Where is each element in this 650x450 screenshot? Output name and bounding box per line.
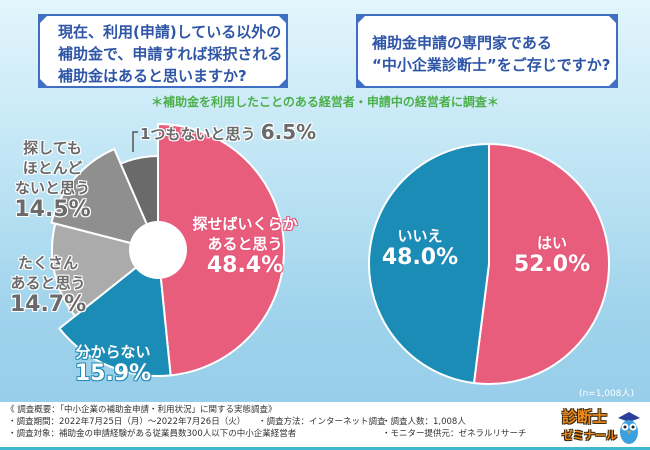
- pie-slice: [157, 122, 285, 377]
- corner-decoration: [278, 15, 287, 24]
- pie-charts: [50, 122, 610, 385]
- slice-label: たくさん: [17, 254, 78, 272]
- slice-label: 分からない: [75, 343, 151, 361]
- corner-decoration: [278, 78, 287, 87]
- slice-value: 15.9%: [74, 361, 152, 386]
- label-yes: はい 52.0%: [512, 233, 592, 277]
- corner-decoration: [39, 78, 48, 87]
- corner-decoration: [608, 15, 617, 24]
- slice-label: ほとんど: [22, 159, 83, 177]
- question-box-2: 補助金申請の専門家である “中小企業診断士”をご存じですか?: [356, 14, 618, 88]
- shindanshi-seminar-logo: 診断士 ゼミナール: [562, 406, 642, 446]
- slice-label: いいえ: [397, 227, 443, 245]
- question-2-line: 補助金申請の専門家である: [372, 34, 552, 52]
- question-2-line: “中小企業診断士”をご存じですか?: [372, 56, 611, 74]
- corner-decoration: [608, 78, 617, 87]
- slice-label: 探しても: [23, 139, 82, 157]
- slice-label: 1つもないと思う: [140, 125, 256, 143]
- slice-value: 52.0%: [513, 252, 591, 277]
- footer-provider: ・モニター提供元：ゼネラルリサーチ: [382, 429, 527, 439]
- question-1-line: 補助金で、申請すれば採択される: [58, 45, 283, 63]
- slice-label: 探せばいくらか: [192, 215, 298, 233]
- corner-decoration: [357, 15, 366, 24]
- label-many: たくさん あると思う 14.7%: [8, 253, 88, 317]
- survey-footer: 《 調査概要：「中小企業の補助金申請・利用状況」に関する実態調査》 ・調査期間：…: [0, 402, 650, 450]
- slice-value: 6.5%: [260, 120, 317, 144]
- pie-slice: [472, 142, 610, 385]
- slice-value: 14.7%: [9, 292, 87, 317]
- slice-value: 48.0%: [381, 245, 459, 270]
- corner-decoration: [357, 78, 366, 87]
- footer-method: ・調査方法：インターネット調査: [258, 417, 386, 427]
- pie-center-hole: [129, 221, 187, 279]
- footer-period: ・調査期間：2022年7月25日（月）～2022年7月26日（火）: [8, 417, 246, 427]
- corner-decoration: [39, 15, 48, 24]
- survey-note: ＊補助金を利用したことのある経営者・申請中の経営者に調査＊: [151, 95, 499, 109]
- slice-value: 14.5%: [14, 197, 91, 222]
- label-unknown: 分からない 15.9%: [58, 342, 168, 386]
- question-1-line: 現在、利用(申請)している以外の: [58, 23, 282, 41]
- footer-heading: 《 調査概要：「中小企業の補助金申請・利用状況」に関する実態調査》: [6, 405, 277, 415]
- slice-label: あると思う: [207, 235, 283, 253]
- question-box-1: 現在、利用(申請)している以外の 補助金で、申請すれば採択される 補助金はあると…: [38, 14, 288, 88]
- owl-mascot-icon: [618, 412, 640, 444]
- logo-text: ゼミナール: [562, 429, 617, 442]
- question-1-line: 補助金はあると思いますか?: [58, 67, 247, 85]
- label-no: いいえ 48.0%: [380, 226, 460, 270]
- pie-slice: [368, 142, 490, 385]
- slice-label: ないと思う: [14, 179, 90, 197]
- pie-chart-2: [368, 142, 610, 385]
- label-none: 1つもないと思う 6.5%: [140, 120, 316, 144]
- label-some: 探せばいくらか あると思う 48.4%: [180, 214, 310, 278]
- pie-chart-1: [50, 122, 285, 377]
- label-hardly-any: 探しても ほとんど ないと思う 14.5%: [10, 138, 95, 222]
- slice-label: はい: [536, 234, 567, 252]
- slice-label: あると思う: [10, 274, 86, 292]
- sample-size-note: (n=1,008人): [578, 389, 634, 399]
- pie-slice: [58, 248, 172, 377]
- slice-value: 48.4%: [206, 253, 284, 278]
- pie-slice: [50, 147, 160, 252]
- leader-line: [132, 131, 138, 152]
- logo-text: 診断士: [562, 408, 608, 426]
- footer-target: ・調査対象：補助金の申請経験がある従業員数300人以下の中小企業経営者: [8, 429, 297, 439]
- footer-count: ・調査人数：1,008人: [382, 417, 466, 427]
